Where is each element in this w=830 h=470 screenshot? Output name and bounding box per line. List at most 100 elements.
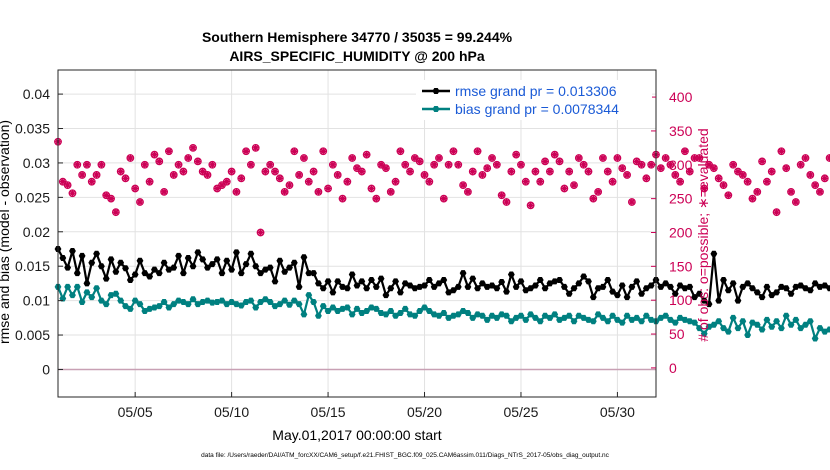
bias-point [59,295,67,302]
obs-evaluated-point [146,178,154,186]
bias-point [131,297,139,304]
obs-evaluated-point [170,171,178,179]
rmse-point [213,256,221,263]
obs-evaluated-point [179,167,187,176]
bias-point [676,314,684,321]
y-right-tick-label: 300 [669,157,693,173]
obs-evaluated-point [580,161,588,169]
obs-evaluated-point [628,198,636,206]
bias-point [565,312,573,319]
obs-evaluated-point [715,174,723,182]
y-left-tick-label: 0.015 [15,258,50,274]
obs-evaluated-point [445,161,453,169]
rmse-point [237,270,245,277]
obs-evaluated-point [633,157,641,165]
bias-point [184,301,192,308]
rmse-point [585,278,592,285]
bias-point [705,323,713,330]
obs-evaluated-point [401,161,409,169]
rmse-point [768,292,776,299]
rmse-point [377,275,385,282]
rmse-point [459,270,467,277]
y-right-tick-label: 100 [669,292,693,308]
bias-point [397,310,404,317]
rmse-point [676,282,684,289]
y-left-tick-label: 0.03 [23,155,50,171]
obs-evaluated-point [551,151,559,159]
bias-point [556,316,563,323]
rmse-point [257,270,264,277]
rmse-point [527,285,535,292]
bias-point [667,316,674,323]
obs-evaluated-point [657,164,665,172]
obs-evaluated-point [623,171,631,179]
rmse-point [117,259,125,266]
bias-point [503,312,510,319]
obs-evaluated-point [536,178,544,186]
bias-point [290,297,298,304]
bias-point [734,325,742,332]
bias-point [83,289,91,296]
rmse-point [334,278,342,285]
bias-point [488,312,496,319]
obs-evaluated-point [565,167,573,176]
rmse-point [88,259,96,266]
obs-evaluated-point [705,161,713,169]
obs-evaluated-point [314,188,323,196]
x-axis-label: May.01,2017 00:00:00 start [272,427,442,443]
x-tick-label: 05/20 [407,404,442,420]
rmse-point [599,283,607,290]
bias-point [73,283,81,290]
obs-evaluated-point [136,198,144,206]
bias-point [64,283,72,290]
bias-point [527,311,535,318]
rmse-point [488,282,496,289]
obs-evaluated-point [266,161,274,169]
rmse-point [98,263,105,270]
rmse-point [532,282,539,289]
rmse-point [440,276,448,283]
obs-evaluated-point [78,171,86,179]
bias-point [609,312,616,319]
plot-area [58,70,656,397]
obs-evaluated-point [367,184,376,193]
rmse-point [512,283,520,290]
rmse-point [387,285,395,292]
obs-evaluated-point [478,171,486,179]
obs-evaluated-point [710,164,718,172]
obs-evaluated-point [391,178,400,186]
obs-evaluated-point [59,178,67,186]
obs-evaluated-point [64,181,72,189]
rmse-point [821,282,829,289]
rmse-point [498,279,506,286]
bias-point [223,301,231,308]
rmse-point [797,282,805,289]
rmse-point [358,278,366,285]
bias-point [560,314,568,321]
obs-evaluated-point [189,144,197,152]
bias-point [532,314,539,321]
bias-point [710,321,718,328]
bias-point [189,296,197,303]
obs-evaluated-point [792,198,800,206]
obs-evaluated-point [199,167,207,176]
obs-evaluated-point [155,157,163,165]
rmse-point [826,285,830,292]
bias-point [657,314,665,321]
bias-point [305,292,313,299]
obs-evaluated-point [787,188,795,196]
rmse-point [522,287,530,294]
obs-evaluated-point [334,171,342,179]
obs-evaluated-point [232,188,241,196]
obs-evaluated-point [285,181,294,189]
bias-point [358,310,366,317]
rmse-point [348,271,356,278]
bias-point [266,298,274,305]
rmse-point [628,283,636,290]
bias-point [715,318,723,325]
obs-evaluated-point [88,178,96,186]
rmse-point [710,250,718,257]
obs-evaluated-point [416,157,424,165]
obs-evaluated-point [826,154,830,162]
bias-point [382,311,390,318]
